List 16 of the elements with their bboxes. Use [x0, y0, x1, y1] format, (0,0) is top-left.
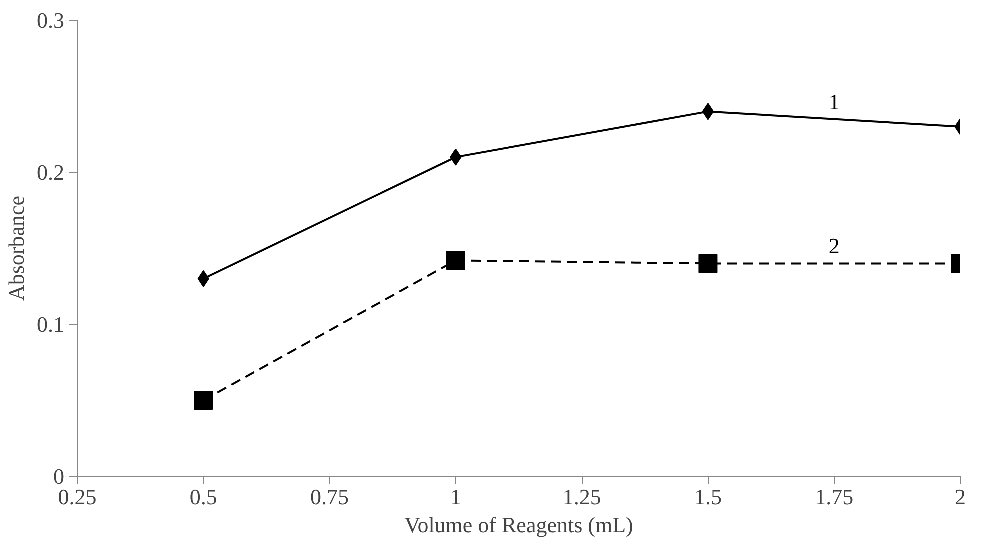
y-tick-label: 0.3 — [37, 8, 64, 33]
x-tick-label: 1.5 — [694, 484, 722, 510]
x-tick-label: 2 — [955, 484, 966, 510]
x-tick-label: 1.75 — [815, 484, 854, 510]
series-label: 1 — [828, 89, 840, 114]
x-tick-label: 0.75 — [310, 484, 350, 510]
x-tick-label: 1 — [450, 484, 462, 510]
x-tick-label: 0.5 — [190, 484, 218, 510]
point — [446, 251, 466, 270]
x-tick-label: 1.25 — [562, 484, 602, 510]
y-tick-label: 0.1 — [37, 312, 64, 337]
y-tick-label: 0.2 — [37, 160, 64, 185]
series-label: 2 — [828, 234, 840, 259]
point — [194, 391, 214, 410]
x-axis-title: Volume of Reagents (mL) — [404, 512, 634, 538]
y-axis-title: Absorbance — [4, 196, 29, 302]
